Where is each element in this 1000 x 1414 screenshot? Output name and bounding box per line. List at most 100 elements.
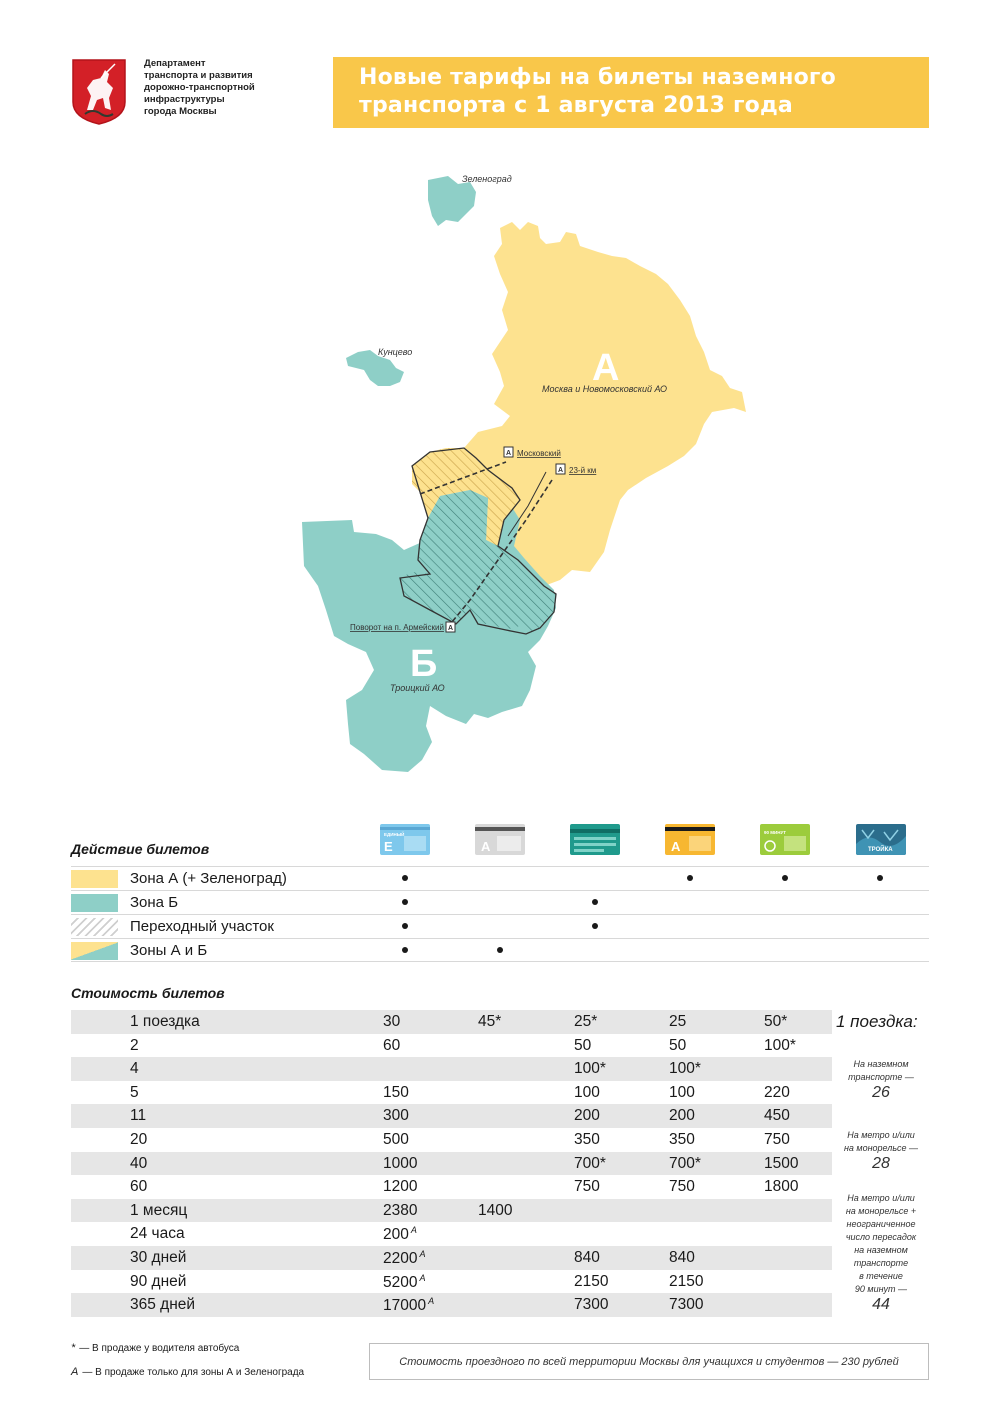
price-row-label: 20 [130,1131,148,1148]
troika-side-heading: 1 поездка: [836,1012,918,1031]
price-footnote-mark: A [428,1296,435,1307]
price-row-label: 5 [130,1083,139,1101]
kuntsevo-area [346,350,404,386]
validity-dot [402,923,408,929]
validity-dot [687,875,693,881]
price-cell: 25 [669,1013,687,1030]
troika-ground-price: 26 [872,1084,890,1101]
price-row-label: 1 поездка [130,1013,200,1030]
price-cell: 30 [383,1013,401,1030]
price-cell: 100* [574,1060,606,1078]
zone-b-swatch [71,894,118,912]
footnote-a: А — В продаже только для зоны А и Зеленог… [71,1366,305,1378]
price-row-label: 1 месяц [130,1201,188,1219]
price-row-label: 4 [130,1060,139,1078]
price-row-label: 2 [130,1036,139,1054]
price-cell: 200 [574,1107,600,1125]
price-cell: 7300 [669,1296,704,1314]
price-row-label: 90 дней [130,1272,187,1290]
troika-ground-note: На наземном транспорте — 26 [834,1058,928,1102]
prices-title: Стоимость билетов [71,985,225,1001]
transition-swatch [71,918,118,936]
price-footnote-mark: A [419,1249,426,1259]
price-cell: 45* [478,1013,502,1030]
price-row-label: 11 [130,1107,147,1125]
price-cell: 750 [764,1131,790,1148]
price-cell: 2380 [383,1201,418,1219]
zone-map: А Б Зеленоград Кунцево Москва и Новомоск… [302,174,746,772]
validity-dot [497,947,503,953]
price-cell: 50 [574,1036,592,1054]
svg-text:А: А [448,625,453,632]
zelenograd-area [428,176,476,226]
svg-text:А: А [506,450,511,457]
price-row: 30 дней 2200 A 840 840 [71,1246,832,1270]
price-row: 1 поездка 30 45* 25* 25 50* [71,1010,832,1034]
zones-ab-swatch [71,942,118,960]
troika-metro-price: 28 [872,1155,890,1172]
validity-dot [782,875,788,881]
validity-dot [402,899,408,905]
price-cell: 60 [383,1036,401,1054]
svg-text:23-й км: 23-й км [569,466,596,475]
svg-text:А: А [481,839,491,854]
price-row: 4 100* 100* [71,1057,832,1081]
stop-moskovsky: А Московский [503,446,561,458]
price-cell: 200 [669,1107,695,1125]
validity-title: Действие билетов [71,841,210,857]
price-row: 365 дней 17000 A 7300 7300 [71,1293,832,1317]
price-cell: 500 [383,1131,409,1148]
label-kuntsevo: Кунцево [378,347,412,357]
validity-row-transition: Переходный участок [71,914,929,938]
90-minutes-ticket-icon: 90 МИНУТ [760,824,810,855]
price-cell: 750 [669,1178,695,1196]
validity-dot [402,875,408,881]
svg-text:Поворот на п. Армейский: Поворот на п. Армейский [350,623,444,632]
label-moscow: Москва и Новомосковский АО [542,384,667,394]
department-name: Департамент транспорта и развития дорожн… [144,58,255,117]
price-cell: 1500 [764,1154,799,1172]
price-cell: 700* [669,1154,701,1172]
price-cell: 5200 A [383,1272,426,1291]
validity-row-zone-b: Зона Б [71,890,929,914]
label-troitsky: Троицкий АО [390,683,445,693]
price-row: 1 месяц 2380 1400 [71,1198,832,1223]
edinyi-ticket-icon: ЕДИНЫЙ Е [380,824,430,855]
price-cell: 750 [574,1178,600,1196]
price-row-label: 60 [130,1178,148,1196]
price-cell: 2150 [574,1272,609,1290]
price-row: 90 дней 5200 A 2150 2150 [71,1270,832,1294]
price-row-label: 30 дней [130,1249,187,1266]
moscow-coat-of-arms-icon [72,59,126,125]
transition-area-a [412,448,520,546]
price-cell: 840 [574,1249,600,1266]
zone-a-letter: А [592,347,619,389]
price-row: 20 500 350 350 750 [71,1128,832,1152]
price-footnote-mark: A [419,1272,426,1283]
troika-combo-price: 44 [872,1296,890,1313]
zone-a-area [464,222,746,586]
troika-card-icon: ТРОЙКА [856,824,906,855]
price-cell: 1200 [383,1178,418,1196]
price-cell: 25* [574,1013,598,1030]
svg-text:Е: Е [384,839,393,854]
price-cell: 350 [669,1131,695,1148]
price-cell: 1800 [764,1178,799,1196]
price-cell: 50* [764,1013,788,1030]
price-cell: 2200 A [383,1249,426,1267]
price-cell: 100 [669,1083,695,1101]
tat-ticket-icon: А [665,824,715,855]
price-cell: 300 [383,1107,409,1125]
validity-row-zones-ab: Зоны А и Б [71,938,929,962]
footnote-star: * — В продаже у водителя автобуса [71,1342,240,1354]
price-cell: 17000 A [383,1296,435,1315]
price-cell: 200 A [383,1225,417,1244]
price-cell: 150 [383,1083,409,1101]
validity-dot [877,875,883,881]
price-row: 40 1000 700* 700* 1500 [71,1151,832,1176]
price-row: 60 1200 750 750 1800 [71,1175,832,1199]
label-zelenograd: Зеленоград [462,174,512,184]
price-cell: 700* [574,1154,606,1172]
stop-armeysky: Поворот на п. Армейский А [350,621,456,633]
price-row: 11 300 200 200 450 [71,1104,832,1128]
